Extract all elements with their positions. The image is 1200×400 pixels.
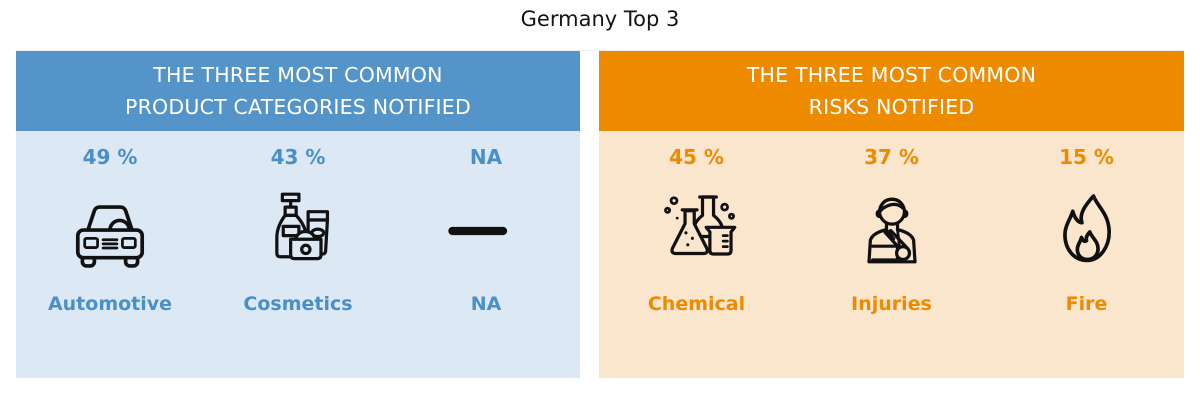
stat-value: 49 % (82, 145, 138, 169)
page-title: Germany Top 3 (520, 7, 680, 31)
stat-label: Chemical (647, 293, 746, 315)
dash-icon (440, 173, 532, 289)
stat-value: 43 % (270, 145, 326, 169)
header-line-1: THE THREE MOST COMMON (153, 63, 443, 87)
header-line-2: PRODUCT CATEGORIES NOTIFIED (125, 95, 471, 119)
stat-value: NA (469, 145, 503, 169)
chemical-flasks-icon (651, 173, 743, 289)
stat-item-automotive: 49 % Automotive (16, 131, 204, 378)
risks-body: 45 % (599, 131, 1184, 378)
risks-header: THE THREE MOST COMMON RISKS NOTIFIED (599, 51, 1184, 131)
cosmetics-icon (252, 173, 344, 289)
header-line-1: THE THREE MOST COMMON (746, 63, 1037, 87)
panel-risks: THE THREE MOST COMMON RISKS NOTIFIED 45 … (599, 51, 1184, 378)
car-icon (64, 173, 156, 289)
panels-row: THE THREE MOST COMMON PRODUCT CATEGORIES… (16, 50, 1184, 378)
stat-value: 45 % (669, 145, 724, 169)
stat-label: Cosmetics (243, 293, 353, 315)
stat-item-injuries: 37 % (794, 131, 989, 378)
product-categories-body: 49 % Automotive (16, 131, 580, 378)
stat-value: 37 % (864, 145, 919, 169)
stat-label: Automotive (47, 293, 173, 315)
stat-label: Injuries (851, 293, 932, 315)
stat-label: Fire (1065, 293, 1108, 315)
product-categories-header: THE THREE MOST COMMON PRODUCT CATEGORIES… (16, 51, 580, 131)
header-line-2: RISKS NOTIFIED (808, 95, 975, 119)
injured-person-icon (846, 173, 938, 289)
panel-product-categories: THE THREE MOST COMMON PRODUCT CATEGORIES… (16, 51, 580, 378)
stat-value: 15 % (1059, 145, 1114, 169)
stat-item-cosmetics: 43 % Cosm (204, 131, 392, 378)
stat-item-chemical: 45 % (599, 131, 794, 378)
stat-label: NA (470, 293, 502, 315)
stat-item-fire: 15 % Fire (989, 131, 1184, 378)
title-bar: Germany Top 3 (0, 0, 1200, 50)
stat-item-na: NA NA (392, 131, 580, 378)
flame-icon (1041, 173, 1133, 289)
